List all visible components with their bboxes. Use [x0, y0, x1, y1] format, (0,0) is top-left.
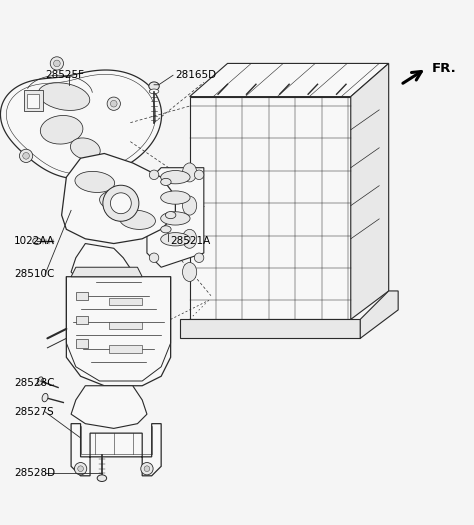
Ellipse shape — [149, 89, 159, 94]
Polygon shape — [71, 386, 147, 428]
Circle shape — [194, 170, 204, 180]
Text: 28510C: 28510C — [14, 269, 55, 279]
Polygon shape — [360, 291, 398, 338]
Circle shape — [107, 97, 120, 110]
Circle shape — [50, 57, 64, 70]
Ellipse shape — [161, 226, 171, 233]
Bar — [109, 298, 142, 305]
Ellipse shape — [100, 191, 137, 212]
Polygon shape — [66, 277, 171, 386]
Ellipse shape — [161, 212, 190, 225]
Circle shape — [54, 60, 60, 67]
Circle shape — [194, 253, 204, 262]
Circle shape — [103, 185, 139, 221]
Ellipse shape — [182, 196, 197, 215]
Bar — [109, 322, 142, 329]
Bar — [76, 292, 88, 300]
Ellipse shape — [161, 191, 190, 204]
Ellipse shape — [40, 116, 83, 144]
Polygon shape — [71, 244, 133, 286]
Text: FR.: FR. — [431, 61, 456, 75]
Ellipse shape — [182, 163, 197, 182]
Polygon shape — [0, 70, 162, 179]
Polygon shape — [180, 319, 360, 338]
Text: 28528C: 28528C — [14, 379, 55, 388]
Ellipse shape — [71, 138, 100, 160]
Ellipse shape — [75, 171, 115, 193]
Ellipse shape — [161, 233, 190, 246]
Circle shape — [141, 463, 153, 475]
Polygon shape — [62, 153, 175, 244]
Ellipse shape — [38, 83, 90, 110]
Ellipse shape — [165, 212, 176, 218]
Ellipse shape — [119, 211, 155, 229]
Ellipse shape — [182, 229, 197, 248]
Text: 28527S: 28527S — [14, 407, 54, 417]
Polygon shape — [351, 64, 389, 319]
Ellipse shape — [161, 171, 190, 184]
Text: 28165D: 28165D — [175, 70, 217, 80]
Circle shape — [23, 153, 29, 159]
Polygon shape — [71, 267, 142, 277]
Bar — [76, 339, 88, 348]
Text: 28528D: 28528D — [14, 468, 55, 478]
Text: 28525F: 28525F — [45, 70, 84, 80]
Bar — [76, 316, 88, 324]
Polygon shape — [27, 94, 39, 108]
Circle shape — [110, 100, 117, 107]
Polygon shape — [190, 97, 351, 319]
Ellipse shape — [161, 178, 171, 185]
Ellipse shape — [37, 377, 43, 385]
Ellipse shape — [149, 82, 159, 90]
Polygon shape — [24, 90, 43, 111]
Circle shape — [81, 171, 94, 184]
Circle shape — [74, 463, 87, 475]
Circle shape — [110, 193, 131, 214]
Ellipse shape — [97, 475, 107, 481]
Polygon shape — [71, 424, 161, 476]
Circle shape — [149, 253, 159, 262]
Ellipse shape — [33, 238, 41, 245]
Circle shape — [78, 466, 83, 471]
Text: 28521A: 28521A — [171, 236, 211, 246]
Circle shape — [19, 149, 33, 162]
Circle shape — [84, 174, 91, 181]
Circle shape — [149, 170, 159, 180]
Text: 1022AA: 1022AA — [14, 236, 55, 246]
Polygon shape — [147, 167, 204, 267]
Circle shape — [144, 466, 150, 471]
Ellipse shape — [182, 262, 197, 281]
Ellipse shape — [42, 393, 48, 402]
Polygon shape — [190, 64, 389, 97]
Bar — [109, 345, 142, 353]
